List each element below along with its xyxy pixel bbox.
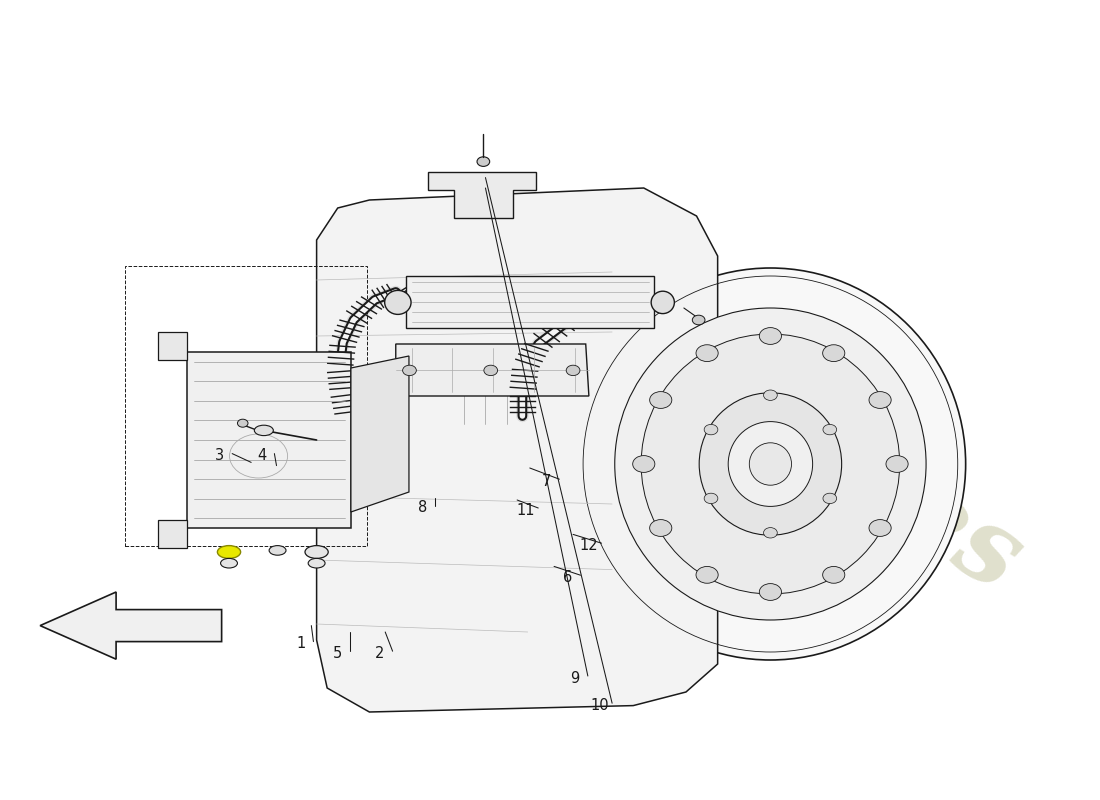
Polygon shape [40,592,221,659]
Ellipse shape [403,365,416,375]
Ellipse shape [632,456,654,472]
Text: eurospares: eurospares [439,186,1040,614]
Polygon shape [429,172,536,218]
Bar [124,266,367,546]
Ellipse shape [218,546,241,558]
Text: 8: 8 [418,501,427,515]
Text: 3: 3 [214,449,224,463]
Text: 1: 1 [296,637,306,651]
Text: a passion for parts since 1985: a passion for parts since 1985 [608,466,869,638]
Ellipse shape [305,546,328,558]
Polygon shape [406,276,654,328]
Ellipse shape [270,546,286,555]
Polygon shape [396,344,588,396]
Text: 6: 6 [563,570,572,585]
Ellipse shape [650,392,672,408]
Ellipse shape [650,520,672,536]
Ellipse shape [651,291,674,314]
Text: 9: 9 [571,671,580,686]
Bar [187,352,351,528]
Ellipse shape [823,424,837,435]
Ellipse shape [700,393,842,535]
Ellipse shape [484,365,497,375]
Ellipse shape [696,345,718,362]
Ellipse shape [763,528,778,538]
Ellipse shape [641,334,900,594]
Ellipse shape [704,493,718,504]
Ellipse shape [221,558,238,568]
Ellipse shape [566,365,580,375]
Ellipse shape [823,566,845,583]
Polygon shape [351,356,409,512]
Text: 7: 7 [542,474,551,489]
Ellipse shape [869,392,891,408]
Text: 11: 11 [516,503,535,518]
Ellipse shape [692,315,705,325]
Ellipse shape [759,328,781,344]
Ellipse shape [823,345,845,362]
Ellipse shape [759,584,781,600]
Ellipse shape [575,268,966,660]
Bar [124,266,367,546]
Text: 12: 12 [580,538,598,553]
Ellipse shape [763,390,778,400]
Ellipse shape [869,520,891,537]
Ellipse shape [704,424,718,434]
Text: 5: 5 [333,646,342,661]
Ellipse shape [823,493,837,504]
Polygon shape [157,332,187,360]
Text: 10: 10 [590,698,608,713]
Ellipse shape [615,308,926,620]
Text: 2: 2 [375,646,385,661]
Ellipse shape [238,419,248,427]
Ellipse shape [886,456,909,472]
Ellipse shape [308,558,326,568]
Ellipse shape [749,443,792,485]
Ellipse shape [254,426,273,435]
Polygon shape [157,520,187,548]
Text: 4: 4 [257,449,266,463]
Ellipse shape [728,422,813,506]
Ellipse shape [385,290,411,314]
Polygon shape [317,188,717,712]
Ellipse shape [696,566,718,583]
Ellipse shape [477,157,490,166]
